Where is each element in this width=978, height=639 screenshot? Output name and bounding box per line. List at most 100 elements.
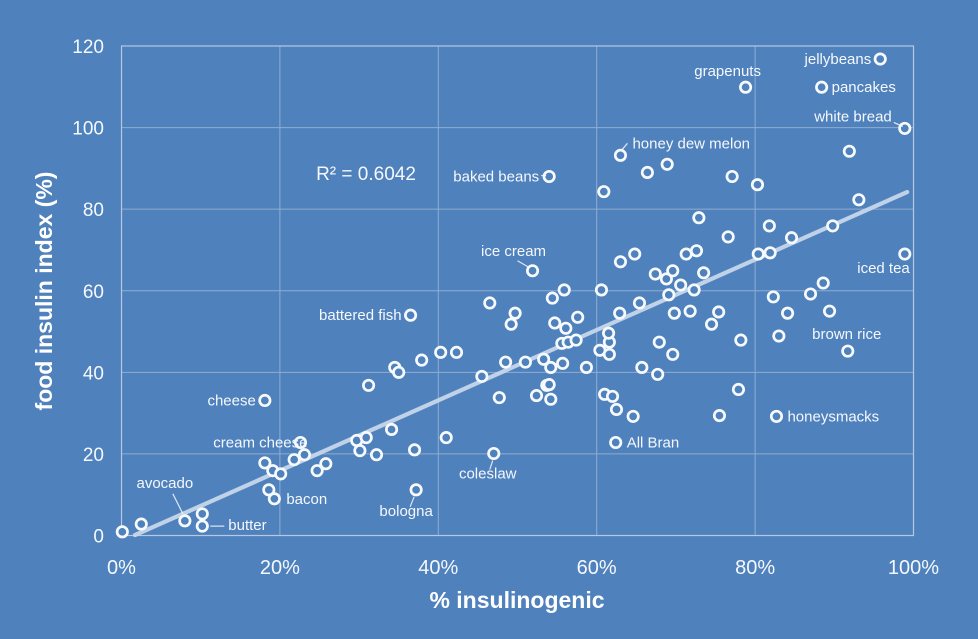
data-point-marker-pancakes [815,80,829,94]
data-point-marker [613,255,628,269]
data-point-marker [626,409,640,423]
data-point-marker [449,345,464,359]
data-point-marker [731,382,746,397]
data-point-marker-cheese [258,393,272,408]
data-point-marker-honey-dew-melon [613,148,628,162]
data-point-marker [310,464,324,478]
data-point-marker-cream-cheese [293,435,308,450]
data-point-marker [504,317,518,331]
data-point-marker [692,211,706,225]
data-point-marker-white-bread [898,121,912,135]
data-point-marker [660,157,674,171]
data-point-marker [262,483,276,497]
data-point-marker [652,335,666,349]
y-tick-label: 60 [83,282,104,303]
point-label-grapenuts: grapenuts [694,63,761,80]
gridlines [120,45,915,537]
data-point-marker [712,409,727,423]
data-point-marker [784,231,799,245]
data-point-marker [475,369,489,383]
point-label-bacon: bacon [286,491,327,508]
data-point-marker [734,333,748,347]
data-point-marker [548,316,562,330]
data-point-marker [115,525,129,539]
label-leader-lines [172,121,904,527]
point-label-white-bread: white bread [813,108,892,125]
data-point-marker [557,283,571,297]
data-point-marker-ice-cream [525,264,540,278]
data-point-marker [359,431,373,445]
data-point-marker [529,389,544,403]
data-point-marker [803,287,818,301]
data-point-marker [392,365,406,379]
point-label-butter: butter [228,517,266,534]
data-point-marker [297,448,312,462]
point-labels: jellybeans pancakes grapenuts white bread ho… [137,51,911,534]
data-point-marker [674,278,688,292]
data-point-marker-baked-beans [542,169,556,184]
point-label-pancakes: pancakes [832,79,896,96]
x-axis-title: % insulinogenic [429,587,604,613]
data-point-marker-iced-tea [898,247,912,261]
data-point-marker [415,353,429,367]
data-point-marker [781,306,795,320]
data-point-marker [605,389,620,403]
data-point-marker [369,448,384,462]
data-point-marker [602,347,616,361]
data-point-marker [648,267,662,281]
data-point-marker [628,247,642,261]
label-leader-line [489,460,494,470]
r-squared-annotation: R² = 0.6042 [316,164,416,185]
label-leader-line [409,496,415,508]
plot-border [120,45,915,537]
label-leader-line [893,121,904,127]
data-point-marker-butter [195,519,209,533]
y-tick-label: 20 [83,445,104,466]
data-point-marker-coleslaw [487,446,501,461]
data-point-marker [697,266,711,280]
point-label-honeysmacks: honeysmacks [787,408,879,425]
y-tick-label: 0 [93,527,104,548]
data-point-marker-grapenuts [739,80,753,94]
data-point-marker [750,178,765,192]
point-label-avocado: avocado [137,475,194,492]
y-axis-title: food insulin index (%) [31,172,57,411]
point-label-bologna: bologna [379,503,433,520]
data-point-marker-brown-rice [841,344,855,358]
data-point-marker-honeysmacks [769,409,784,423]
data-point-marker [772,329,786,343]
data-point-marker [407,443,422,457]
data-point-marker [852,193,866,207]
data-point-marker [492,391,506,405]
data-points [115,52,912,539]
x-tick-label: 80% [735,557,775,579]
data-point-marker [508,306,522,320]
point-label-ice-cream: ice cream [481,243,546,260]
data-point-marker-all-bran [609,435,623,450]
data-point-marker [613,306,627,320]
y-tick-label: 100 [72,119,104,140]
data-point-marker [274,467,288,481]
data-point-marker [483,296,497,310]
data-point-marker [434,345,448,359]
data-point-marker [594,283,609,297]
data-point-marker [762,219,776,233]
data-point-marker [721,230,735,244]
data-point-marker [683,304,697,318]
point-label-iced-tea: iced tea [857,260,910,277]
data-point-marker [662,288,676,302]
data-point-marker-bacon [267,492,281,506]
data-point-marker [545,291,559,305]
point-label-coleslaw: coleslaw [459,466,517,483]
data-point-marker [258,456,272,470]
data-point-marker [287,453,301,467]
y-tick-label: 80 [83,200,104,221]
label-leader-line [517,260,530,269]
x-tick-label: 40% [418,557,458,579]
data-point-marker [518,355,532,369]
data-point-marker [544,360,558,374]
data-point-marker [725,169,739,184]
data-point-marker [666,264,680,278]
